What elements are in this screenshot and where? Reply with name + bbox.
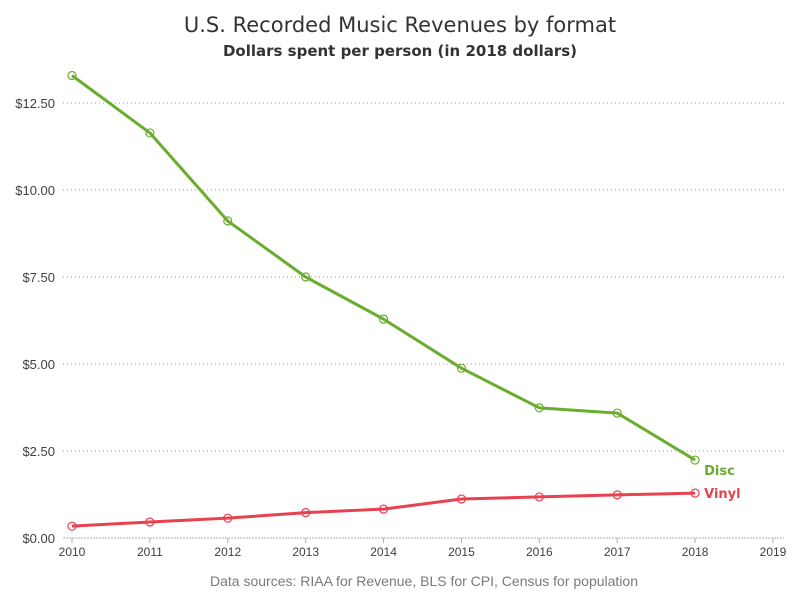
data-point[interactable] [456, 363, 467, 373]
x-tick-label: 2015 [448, 545, 475, 559]
data-sources-footnote: Data sources: RIAA for Revenue, BLS for … [210, 573, 638, 589]
x-tick-label: 2011 [137, 545, 163, 559]
data-point[interactable] [301, 272, 311, 282]
data-point[interactable] [612, 490, 622, 500]
data-point[interactable] [690, 488, 700, 498]
data-point[interactable] [67, 70, 77, 81]
data-point[interactable] [223, 216, 233, 226]
data-point[interactable] [690, 455, 700, 465]
gridlines [63, 102, 784, 452]
series-vinyl: Vinyl [67, 487, 741, 531]
series-label-disc: Disc [704, 464, 735, 479]
y-tick-label: $2.50 [22, 444, 55, 459]
data-point[interactable] [534, 403, 544, 413]
data-point[interactable] [223, 513, 233, 523]
x-tick-label: 2017 [604, 545, 631, 559]
data-point[interactable] [145, 517, 155, 527]
series-layer: Disc Vinyl [67, 70, 741, 531]
data-point[interactable] [456, 494, 467, 504]
data-point[interactable] [301, 507, 311, 518]
x-tick-label: 2014 [370, 545, 397, 559]
x-tick-label: 2012 [214, 545, 241, 559]
chart-title: U.S. Recorded Music Revenues by format [184, 13, 616, 37]
x-tick-label: 2010 [59, 545, 86, 559]
data-point[interactable] [145, 128, 155, 138]
data-point[interactable] [378, 504, 389, 514]
data-point[interactable] [612, 408, 622, 418]
x-tick-label: 2018 [682, 545, 709, 559]
series-line-vinyl [71, 491, 696, 528]
series-disc: Disc [67, 70, 735, 479]
y-tick-label: $10.00 [15, 183, 55, 198]
y-tick-label: $7.50 [22, 270, 55, 285]
data-point[interactable] [67, 521, 77, 531]
x-tick-label: 2013 [292, 545, 319, 559]
chart-subtitle: Dollars spent per person (in 2018 dollar… [223, 42, 577, 60]
x-axis: 2010 2011 2012 2013 2014 2015 2016 2017 2018 2019 [59, 537, 787, 559]
series-line-disc [71, 74, 696, 462]
y-tick-label: $5.00 [22, 357, 55, 372]
data-point[interactable] [378, 314, 389, 324]
y-axis: $0.00 $2.50 $5.00 $7.50 $10.00 $12.50 [15, 96, 55, 546]
series-label-vinyl: Vinyl [704, 487, 740, 502]
data-point[interactable] [534, 492, 544, 502]
y-tick-label: $0.00 [22, 531, 55, 546]
x-tick-label: 2016 [526, 545, 553, 559]
y-tick-label: $12.50 [15, 96, 55, 111]
x-tick-label: 2019 [760, 545, 787, 559]
